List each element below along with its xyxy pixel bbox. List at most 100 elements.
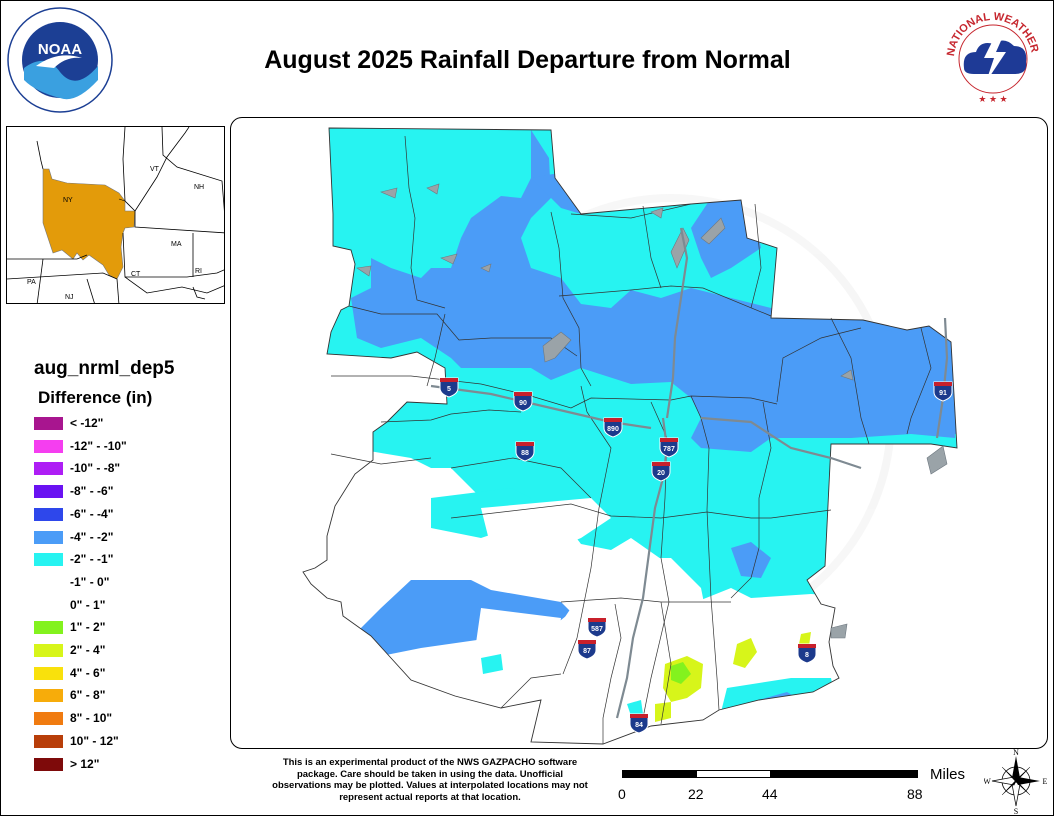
inset-label-nh: NH <box>194 184 205 191</box>
legend-item: -10" - -8" <box>34 461 194 477</box>
legend-item: 0" - 1" <box>34 598 194 614</box>
legend-swatch <box>34 439 63 453</box>
legend-swatch <box>34 757 63 771</box>
interstate-shield-label: 587 <box>591 626 603 633</box>
interstate-shield-icon: 787 <box>659 437 679 458</box>
national-weather-service-logo-icon: NATIONAL WEATHER SERVICE ★ ★ ★ <box>940 6 1043 109</box>
interstate-shield-label: 87 <box>583 648 591 655</box>
legend-swatch <box>34 530 63 544</box>
legend-item: -12" - -10" <box>34 439 194 455</box>
legend-swatch <box>34 598 63 612</box>
interstate-shield-icon: 84 <box>629 713 649 734</box>
interstate-shield-label: 8 <box>805 652 809 659</box>
legend-item: 8" - 10" <box>34 711 194 727</box>
legend-swatch <box>34 462 63 476</box>
scale-tick-44: 44 <box>762 786 778 802</box>
inset-label-pa: PA <box>27 279 36 286</box>
interstate-shield-icon: 91 <box>933 381 953 402</box>
legend-item: -8" - -6" <box>34 484 194 500</box>
inset-label-vt: VT <box>150 166 159 173</box>
legend-item: 10" - 12" <box>34 734 194 750</box>
interstate-shield-label: 90 <box>519 400 527 407</box>
interstate-shield-icon: 5 <box>439 377 459 398</box>
legend-label: 0" - 1" <box>70 597 106 612</box>
legend-label: -12" - -10" <box>70 438 127 453</box>
legend-swatch <box>34 621 63 635</box>
legend-swatch <box>34 485 63 499</box>
interstate-shield-icon: 20 <box>651 461 671 482</box>
legend-swatch <box>34 712 63 726</box>
interstate-shield-label: 20 <box>657 470 665 477</box>
compass-e: E <box>1043 777 1048 786</box>
interstate-shield-icon: 587 <box>587 617 607 638</box>
legend-swatch <box>34 507 63 521</box>
scale-tick-22: 22 <box>688 786 704 802</box>
legend-item: -6" - -4" <box>34 507 194 523</box>
legend-label: > 12" <box>70 756 100 771</box>
legend-label: -10" - -8" <box>70 461 121 476</box>
legend-item: 2" - 4" <box>34 643 194 659</box>
legend-item: -2" - -1" <box>34 552 194 568</box>
legend-label: -6" - -4" <box>70 506 114 521</box>
svg-text:★ ★ ★: ★ ★ ★ <box>978 94 1007 104</box>
interstate-shield-label: 84 <box>635 722 643 729</box>
legend-label: -2" - -1" <box>70 552 114 567</box>
legend-label: 6" - 8" <box>70 688 106 703</box>
legend-item: > 12" <box>34 757 194 773</box>
legend-item: 1" - 2" <box>34 620 194 636</box>
legend-label: 8" - 10" <box>70 711 113 726</box>
inset-label-ma: MA <box>171 241 182 248</box>
scale-tick-88: 88 <box>907 786 923 802</box>
legend-item: -1" - 0" <box>34 575 194 591</box>
legend-label: < -12" <box>70 416 104 430</box>
interstate-shield-icon: 88 <box>515 441 535 462</box>
scale-units: Miles <box>930 766 966 783</box>
legend-label: 4" - 6" <box>70 665 106 680</box>
legend-label: -4" - -2" <box>70 529 114 544</box>
interstate-shield-label: 787 <box>663 446 675 453</box>
interstate-shield-icon: 87 <box>577 639 597 660</box>
legend-swatch <box>34 553 63 567</box>
interstate-shield-label: 88 <box>521 450 529 457</box>
inset-label-ri: RI <box>195 268 202 275</box>
legend-label: 2" - 4" <box>70 643 106 657</box>
compass-s: S <box>1014 807 1018 814</box>
legend-label: -1" - 0" <box>70 574 110 589</box>
inset-label-ny: NY <box>63 197 73 204</box>
compass-rose-icon: N S W E <box>984 748 1048 814</box>
compass-w: W <box>984 777 991 786</box>
disclaimer-text: This is an experimental product of the N… <box>272 757 588 803</box>
inset-label-nj: NJ <box>65 294 74 301</box>
inset-highlight-region <box>42 168 136 280</box>
legend-item: 6" - 8" <box>34 688 194 704</box>
legend-item: < -12" <box>34 416 194 432</box>
scale-bar <box>622 770 918 779</box>
legend-heading: Difference (in) <box>38 388 153 407</box>
interstate-shield-icon: 90 <box>513 391 533 412</box>
legend-swatch <box>34 417 63 430</box>
legend-swatch <box>34 666 63 680</box>
legend-label: -8" - -6" <box>70 484 114 499</box>
noaa-logo-text: NOAA <box>38 41 82 58</box>
legend-item: 4" - 6" <box>34 666 194 682</box>
scale-tick-0: 0 <box>618 786 626 802</box>
legend-swatch <box>34 734 63 748</box>
interstate-shield-label: 5 <box>447 386 451 393</box>
rainfall-departure-map: 5 90 890 88 787 20 91 587 87 84 8 <box>230 117 1048 749</box>
compass-n: N <box>1013 748 1019 757</box>
legend-swatch <box>34 689 63 703</box>
legend-item: -4" - -2" <box>34 530 194 546</box>
inset-locator-map: NY VT NH MA CT RI PA NJ <box>6 126 225 304</box>
map-title: August 2025 Rainfall Departure from Norm… <box>264 46 791 74</box>
interstate-shield-label: 91 <box>939 390 947 397</box>
legend-label: 1" - 2" <box>70 620 106 635</box>
legend-swatch <box>34 644 63 657</box>
legend-product-name: aug_nrml_dep5 <box>34 358 175 379</box>
interstate-shield-label: 890 <box>607 426 619 433</box>
interstate-shield-icon: 890 <box>603 417 623 438</box>
legend-label: 10" - 12" <box>70 733 119 748</box>
noaa-logo-icon: NOAA <box>7 7 113 113</box>
inset-label-ct: CT <box>131 271 141 278</box>
legend-swatch <box>34 575 63 589</box>
